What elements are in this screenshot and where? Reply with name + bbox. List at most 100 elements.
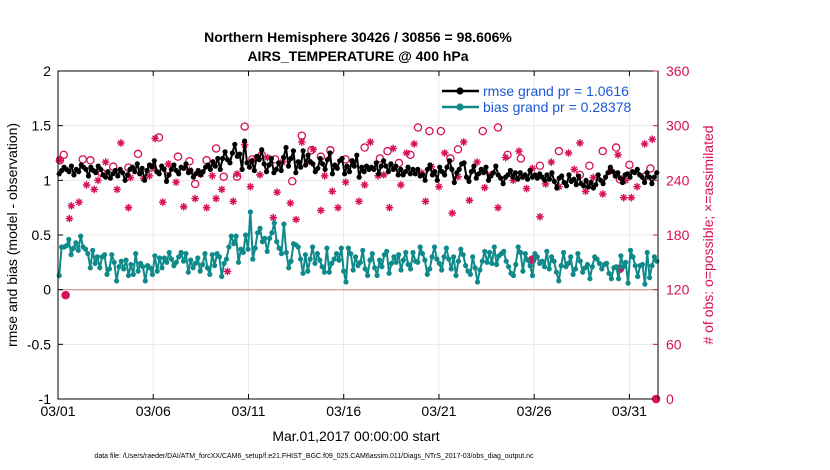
bias-point [300,270,306,276]
bias-point [243,232,249,238]
bias-point [549,254,555,260]
y2-tick-label: 360 [666,63,690,79]
obs-assimilated-point [385,203,394,212]
rmse-point [342,171,348,177]
rmse-point [346,169,353,175]
rmse-point [463,174,470,180]
bias-point [262,235,268,241]
obs-possible-point [611,143,621,152]
bias-point [111,259,117,265]
obs-assimilated-point [421,197,430,206]
bias-point [66,236,72,242]
obs-assimilated-point [547,158,556,166]
obs-assimilated-point [389,144,398,153]
obs-assimilated-point [564,149,573,157]
rmse-point [451,179,457,186]
rmse-point [422,177,428,183]
bias-point [384,248,390,254]
bias-point [439,267,445,273]
obs-possible-point [453,145,463,154]
bias-point [121,266,127,272]
rmse-point [288,155,294,162]
rmse-point [205,162,211,168]
bias-point [599,266,605,272]
rmse-point [361,169,367,175]
bias-point [584,261,591,268]
obs-assimilated-point [621,176,630,185]
obs-assimilated-point [212,194,220,203]
legend-rmse-label: rmse grand pr = 1.0616 [483,83,629,99]
rmse-point [410,166,416,172]
rmse-point [434,177,440,183]
rmse-point [215,155,221,162]
obs-assimilated-point [320,171,329,180]
obs-assimilated-point [454,172,462,181]
obs-assimilated-point [303,158,312,166]
bias-point [125,272,132,279]
rmse-point [500,181,506,187]
bias-point [561,249,567,256]
bias-point [87,265,93,271]
y2-tick-label: 300 [666,118,690,134]
obs-assimilated-point [355,197,363,206]
obs-possible-point [86,156,95,165]
rmse-point [481,170,487,176]
obs-assimilated-point [269,213,278,222]
obs-possible-point [288,176,297,186]
obs-possible-point [59,150,68,160]
obs-assimilated-point [172,178,180,186]
bias-point [517,249,524,256]
rmse-point [142,177,148,183]
obs-possible-point [554,146,564,156]
bias-point [472,265,478,271]
rmse-point [356,174,362,180]
bias-point [326,269,332,275]
rmse-point [239,166,245,172]
obs-possible-point [240,122,249,131]
rmse-point [649,181,655,187]
obs-assimilated-point [90,185,98,194]
obs-assimilated-point [536,212,544,221]
rmse-point [424,166,431,172]
rmse-point [220,155,226,162]
bias-point [551,258,557,264]
rmse-point [298,164,304,170]
bias-point [427,266,433,272]
bias-point [178,249,184,256]
rmse-point [544,172,550,178]
obs-assimilated-point [459,138,468,146]
obs-assimilated-point [113,185,121,194]
bias-point [190,265,196,271]
bias-point [202,251,208,257]
rmse-point [566,172,572,178]
rmse-point [273,166,279,172]
x-tick-label: 03/11 [231,403,265,419]
obs-assimilated-point [494,203,502,212]
bias-point [513,261,519,268]
bias-point [231,241,237,247]
rmse-point [171,162,177,168]
rmse-point [593,182,599,188]
rmse-point [381,158,387,164]
obs-assimilated-point [410,140,418,148]
rmse-point [483,164,489,170]
bias-point [336,257,342,263]
bias-point [451,254,457,260]
data-file-note: data file: /Users/raeder/DAI/ATM_forcXX/… [94,453,534,460]
bias-point [70,245,77,251]
obs-assimilated-point [465,196,474,205]
rmse-point [485,177,492,183]
obs-assimilated-point [648,135,657,144]
bias-point [78,233,84,239]
bias-point [130,271,136,277]
rmse-point [176,171,182,177]
rmse-point [161,166,167,172]
rmse-point [212,163,218,169]
bias-point [374,272,380,279]
bias-point [166,249,172,256]
rmse-point [639,174,645,180]
rmse-point [595,172,601,178]
rmse-point [156,171,162,177]
bias-point [343,279,349,285]
bias-point [75,247,81,253]
